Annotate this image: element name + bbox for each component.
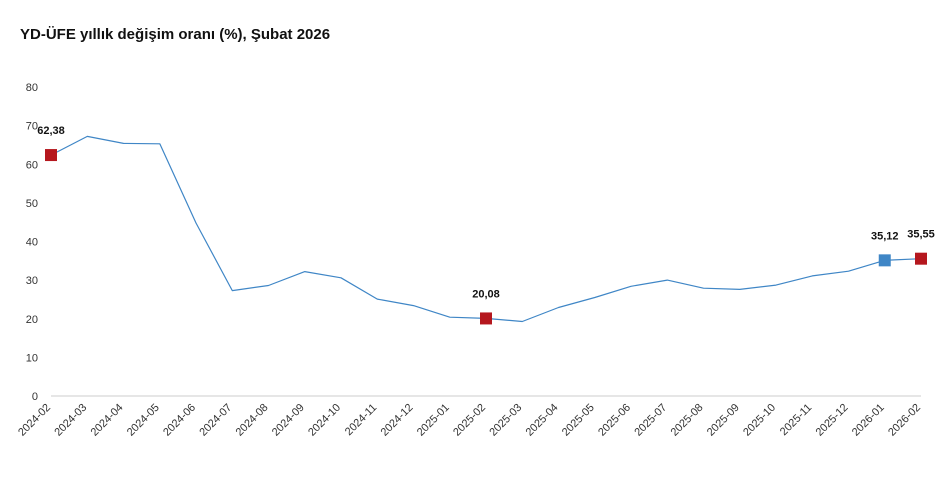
data-label: 62,38 [37,125,65,137]
x-tick-label: 2024-11 [343,402,379,438]
y-tick-label: 80 [26,82,38,94]
x-tick-label: 2025-09 [705,402,742,439]
highlight-markers [45,149,927,325]
x-tick-label: 2025-05 [560,402,597,439]
data-label: 35,12 [871,230,899,242]
data-label: 20,08 [472,288,500,300]
x-tick-label: 2024-09 [270,402,307,439]
data-point-marker [45,149,57,162]
x-tick-label: 2025-10 [741,402,778,439]
x-tick-label: 2024-02 [16,402,53,439]
y-tick-label: 50 [26,198,38,210]
y-tick-label: 20 [26,314,38,326]
data-label: 35,55 [907,229,935,241]
y-tick-label: 70 [26,121,38,133]
y-tick-label: 0 [32,391,38,403]
x-tick-label: 2026-01 [850,402,887,439]
x-axis-ticks: 2024-02 2024-03 2024-04 2024-05 2024-06 2024-… [16,402,923,439]
data-labels: 62,38 20,08 35,12 35,55 [37,125,935,300]
y-tick-label: 60 [26,159,38,171]
x-tick-label: 2025-12 [814,402,851,439]
x-tick-label: 2024-05 [125,402,162,439]
y-axis-ticks: 0 10 20 30 40 50 60 70 80 [26,82,38,403]
x-tick-label: 2024-07 [197,402,234,439]
chart-title: YD-ÜFE yıllık değişim oranı (%), Şubat 2… [20,26,331,43]
x-tick-label: 2024-12 [379,402,416,439]
y-tick-label: 30 [26,275,38,287]
x-tick-label: 2025-08 [669,402,706,439]
x-tick-label: 2025-06 [596,402,633,439]
x-tick-label: 2024-06 [161,402,198,439]
x-tick-label: 2025-02 [451,402,488,439]
x-tick-label: 2024-04 [89,402,126,439]
x-tick-label: 2024-03 [52,402,89,439]
x-tick-label: 2025-01 [415,402,452,439]
y-tick-label: 40 [26,237,38,249]
x-tick-label: 2026-02 [886,402,923,439]
x-tick-label: 2025-07 [632,402,669,439]
x-tick-label: 2025-03 [487,402,524,439]
data-point-marker [480,312,492,325]
x-tick-label: 2025-11 [778,402,814,438]
data-point-marker [915,252,927,265]
y-tick-label: 10 [26,352,38,364]
x-tick-label: 2024-08 [234,402,271,439]
x-tick-label: 2025-04 [524,402,561,439]
data-point-marker [878,254,891,267]
x-tick-label: 2024-10 [306,402,343,439]
